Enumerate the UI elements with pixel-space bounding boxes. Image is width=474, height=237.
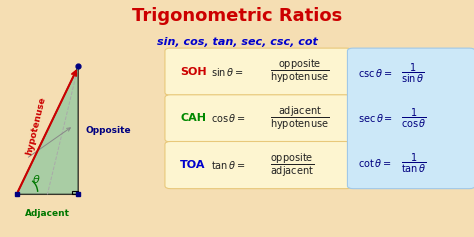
Text: hypotenuse: hypotenuse (24, 96, 47, 156)
Text: TOA: TOA (180, 160, 206, 170)
Text: $\sin\theta=$: $\sin\theta=$ (211, 66, 244, 78)
Text: $\dfrac{\mathrm{opposite}}{\mathrm{adjacent}}$: $\dfrac{\mathrm{opposite}}{\mathrm{adjac… (270, 151, 314, 179)
Text: $\theta$: $\theta$ (32, 173, 41, 185)
Polygon shape (17, 66, 78, 194)
Text: Adjacent: Adjacent (25, 209, 70, 218)
Text: SOH: SOH (180, 67, 207, 77)
Text: $\csc\theta=$: $\csc\theta=$ (358, 68, 392, 79)
FancyBboxPatch shape (347, 48, 474, 189)
Text: $\dfrac{\mathrm{opposite}}{\mathrm{hypotenuse}}$: $\dfrac{\mathrm{opposite}}{\mathrm{hypot… (270, 58, 329, 85)
Text: $\dfrac{1}{\sin\theta}$: $\dfrac{1}{\sin\theta}$ (401, 62, 424, 85)
FancyBboxPatch shape (165, 95, 352, 142)
FancyBboxPatch shape (165, 48, 352, 95)
Bar (72, 191, 78, 194)
Text: $\cot\theta=$: $\cot\theta=$ (358, 157, 392, 169)
Text: $\tan\theta=$: $\tan\theta=$ (211, 159, 246, 171)
Text: Trigonometric Ratios: Trigonometric Ratios (132, 7, 342, 25)
Text: sin, cos, tan, sec, csc, cot: sin, cos, tan, sec, csc, cot (156, 37, 318, 47)
FancyBboxPatch shape (165, 141, 352, 189)
Text: $\dfrac{1}{\cos\theta}$: $\dfrac{1}{\cos\theta}$ (401, 107, 427, 130)
Text: $\dfrac{1}{\tan\theta}$: $\dfrac{1}{\tan\theta}$ (401, 152, 426, 175)
Text: Opposite: Opposite (85, 126, 131, 135)
Text: $\sec\theta=$: $\sec\theta=$ (358, 112, 393, 124)
Text: $\cos\theta=$: $\cos\theta=$ (211, 112, 246, 124)
Text: $\dfrac{\mathrm{adjacent}}{\mathrm{hypotenuse}}$: $\dfrac{\mathrm{adjacent}}{\mathrm{hypot… (270, 105, 329, 132)
Text: CAH: CAH (180, 113, 206, 123)
